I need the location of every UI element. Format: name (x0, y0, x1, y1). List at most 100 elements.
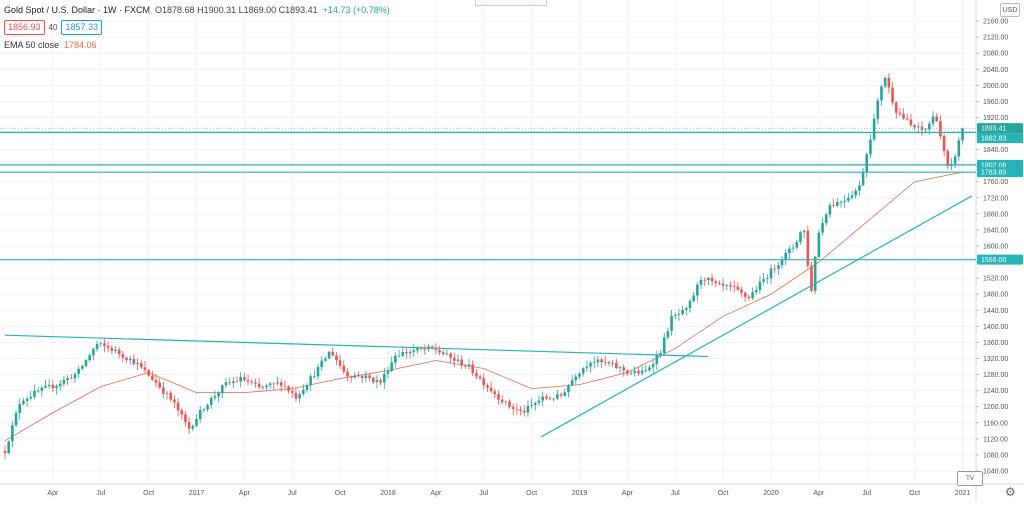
candle-body (556, 394, 559, 399)
price-tag (977, 254, 1023, 265)
candle-body (475, 372, 478, 377)
currency-badge[interactable]: USD (1000, 3, 1020, 17)
candle-body (239, 377, 242, 382)
candle-body (961, 128, 964, 141)
candle-body (250, 381, 254, 383)
y-tick-label: 1440.00 (983, 308, 1008, 315)
candle-body (813, 256, 817, 291)
candle-body (449, 353, 452, 358)
candle-body (729, 285, 732, 287)
x-tick-label: Oct (335, 490, 346, 497)
candle-body (688, 300, 692, 309)
candle-body (165, 393, 169, 394)
candle-body (228, 382, 231, 384)
candle-body (534, 402, 537, 405)
candle-body (283, 385, 287, 387)
candle-body (659, 353, 662, 356)
price-tag-label: 1882.83 (981, 136, 1006, 143)
candle-body (184, 414, 187, 423)
candle-body (401, 352, 405, 356)
candle-body (257, 383, 261, 388)
candle-body (460, 359, 463, 366)
candle-body (243, 377, 246, 381)
candle-body (158, 382, 161, 388)
candle-body (725, 285, 729, 286)
candle-body (290, 390, 294, 393)
x-tick-label: Oct (909, 490, 920, 497)
candle-body (254, 382, 257, 384)
x-tick-label: 2020 (763, 490, 779, 497)
candle-body (235, 381, 239, 383)
candle-body (769, 268, 773, 279)
candle-body (162, 387, 165, 394)
y-tick-label: 1520.00 (983, 276, 1008, 283)
candle-body (681, 309, 684, 315)
y-tick-label: 1240.00 (983, 388, 1008, 395)
candle-body (305, 385, 309, 390)
candle-body (40, 387, 44, 391)
candle-body (51, 384, 55, 389)
candle-body (29, 396, 33, 399)
x-tick-label: Apr (430, 490, 442, 497)
candle-body (872, 118, 876, 140)
candle-body (58, 383, 62, 387)
ema-label[interactable]: EMA 50 close (4, 40, 60, 50)
candle-body (276, 382, 279, 384)
candle-body (486, 385, 489, 388)
candle-body (913, 125, 916, 128)
candle-body (788, 248, 791, 253)
candle-body (430, 346, 434, 348)
candle-body (626, 370, 629, 374)
candle-body (592, 362, 596, 364)
candle-body (828, 205, 832, 215)
candle-body (622, 367, 625, 371)
candle-body (423, 348, 427, 350)
candle-body (419, 348, 423, 349)
gear-icon[interactable]: ⚙ (1005, 485, 1016, 499)
symbol-title[interactable]: Gold Spot / U.S. Dollar · 1W · FXCM (4, 4, 151, 15)
candle-body (25, 398, 29, 402)
candle-body (754, 290, 758, 293)
candle-body (928, 123, 931, 130)
candle-body (180, 410, 184, 415)
candle-body (766, 278, 769, 280)
buy-button[interactable]: 1857.33 (61, 20, 102, 35)
candle-body (861, 171, 865, 186)
x-tick-label: Jul (96, 490, 105, 497)
candle-body (416, 348, 419, 351)
candle-body (338, 360, 342, 366)
x-tick-label: 2021 (955, 490, 971, 497)
candle-body (331, 351, 335, 356)
y-tick-label: 1080.00 (983, 452, 1008, 459)
candle-body (452, 357, 456, 361)
candle-body (607, 362, 611, 364)
candle-body (854, 190, 858, 196)
candle-body (824, 214, 828, 223)
candle-body (73, 373, 77, 379)
candle-body (136, 363, 139, 365)
candle-body (670, 315, 673, 332)
candle-body (394, 355, 397, 363)
y-tick-label: 1840.00 (983, 147, 1008, 154)
candle-body (106, 345, 110, 348)
candle-body (762, 279, 765, 282)
candle-body (298, 394, 301, 399)
candle-body (209, 398, 213, 406)
toolbar-collapse-handle[interactable] (475, 0, 547, 6)
sell-button[interactable]: 1856.93 (4, 20, 45, 35)
y-tick-label: 1400.00 (983, 324, 1008, 331)
candle-body (880, 86, 883, 101)
candle-body (684, 308, 688, 310)
y-tick-label: 1600.00 (983, 244, 1008, 251)
candle-body (541, 396, 544, 401)
candle-body (924, 129, 927, 131)
x-tick-label: Jul (862, 490, 871, 497)
y-tick-label: 1160.00 (983, 420, 1008, 427)
candle-body (931, 116, 935, 124)
candle-body (198, 409, 202, 420)
candle-body (272, 383, 276, 385)
candle-body (445, 353, 449, 355)
candle-body (139, 363, 143, 368)
